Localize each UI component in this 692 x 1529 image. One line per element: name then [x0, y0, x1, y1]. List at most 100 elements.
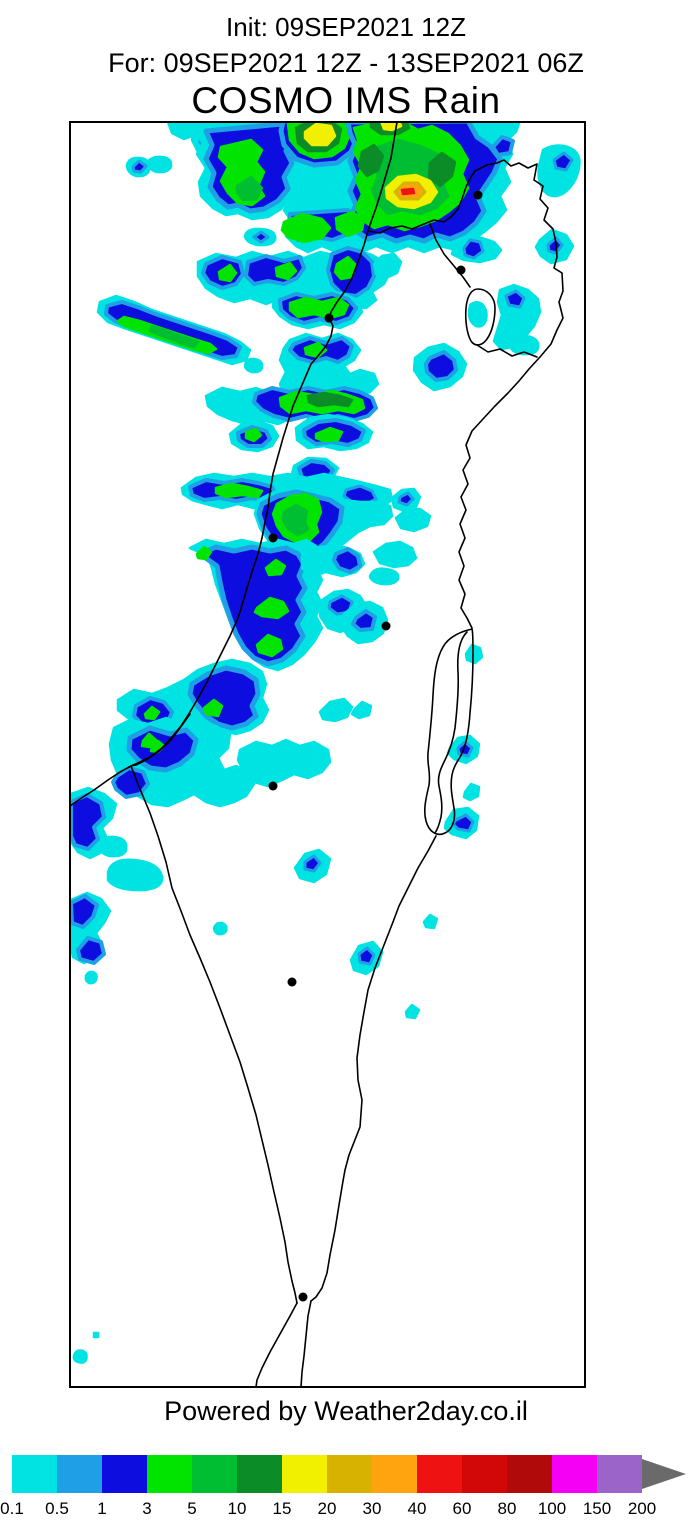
rain-level-0.1: [106, 858, 164, 892]
legend-box-100: [552, 1455, 597, 1493]
rain-level-3: [195, 545, 213, 561]
rain-level-0.1: [372, 540, 418, 569]
footer-credit: Powered by Weather2day.co.il: [164, 1396, 528, 1426]
sea-of-galilee: [464, 288, 496, 346]
boundaries: [71, 123, 564, 1386]
map-title: COSMO IMS Rain: [191, 80, 501, 121]
rain-level-1: [76, 936, 106, 965]
legend-label: 200: [627, 1499, 657, 1518]
legend-arrow-icon: [642, 1459, 686, 1489]
rain-level-15: [303, 123, 337, 147]
coastline: [71, 123, 398, 807]
rain-level-3: [140, 732, 158, 749]
dead-sea-outline: [423, 628, 474, 836]
legend-colorbar: [12, 1455, 642, 1493]
legend-label: 0.5: [45, 1499, 69, 1518]
rain-level-3: [143, 705, 161, 721]
rain-level-1: [71, 894, 99, 929]
rain-level-0.1: [212, 921, 228, 936]
rain-level-3: [253, 596, 290, 620]
upper-jordan-river: [429, 223, 471, 288]
rain-level-1: [552, 151, 574, 172]
rain-level-3: [217, 263, 238, 283]
legend-label: 60: [452, 1499, 472, 1518]
rain-level-3: [214, 482, 264, 499]
legend-label: 5: [187, 1499, 197, 1518]
legend-box-0.1: [12, 1455, 57, 1493]
rain-level-1: [197, 544, 308, 667]
legend-box-15: [282, 1455, 327, 1493]
valid-time-line: For: 09SEP2021 12Z - 13SEP2021 06Z: [108, 48, 584, 78]
legend: 0.1 0.5 1 3 5 10 15 20 30 40 60 80 100 150 200: [0, 1455, 692, 1525]
rain-level-0.1: [350, 700, 373, 720]
legend-label: 1: [97, 1499, 107, 1518]
legend-label: 40: [407, 1499, 427, 1518]
rain-level-1: [71, 793, 106, 851]
rain-level-0.1: [72, 1349, 88, 1364]
legend-label: 150: [582, 1499, 612, 1518]
city-dot: [381, 621, 391, 631]
yarmouk-border: [476, 344, 538, 358]
city-dots: [268, 190, 483, 1302]
rain-level-1: [424, 350, 458, 382]
rain-level-1: [462, 238, 485, 260]
rain-level-5: [235, 175, 264, 202]
rain-level-3: [264, 558, 287, 577]
rain-level-3: [334, 210, 366, 238]
rain-level-40: [400, 187, 416, 196]
legend-box-20: [327, 1455, 372, 1493]
city-dot: [287, 977, 297, 987]
city-dot: [324, 313, 334, 323]
legend-box-80: [507, 1455, 552, 1493]
rain-level-0.1: [145, 155, 173, 174]
legend-label: 80: [497, 1499, 517, 1518]
rain-level-1: [397, 491, 415, 507]
rain-level-0.1: [394, 507, 432, 533]
syria-jordan-border: [458, 159, 564, 629]
legend-label: 100: [537, 1499, 567, 1518]
rain-level-10: [427, 151, 457, 188]
rain-level-0.1: [368, 567, 400, 586]
rain-level-0.1: [422, 913, 439, 930]
legend-box-1: [102, 1455, 147, 1493]
city-dot: [268, 781, 278, 791]
city-dot: [268, 533, 278, 543]
rain-level-0.1: [462, 782, 481, 802]
legend-labels: 0.1 0.5 1 3 5 10 15 20 30 40 60 80 100 150 200: [0, 1499, 692, 1521]
rain-level-5: [148, 324, 200, 349]
rain-level-1: [491, 135, 515, 157]
rain-level-1: [351, 609, 377, 632]
rain-level-3: [244, 427, 263, 443]
rain-level-0.1: [372, 252, 403, 280]
city-dot: [473, 190, 483, 200]
rain-level-1: [252, 230, 270, 244]
rain-level-0.1: [492, 283, 542, 351]
rain-level-3: [274, 261, 298, 281]
gulf-aqaba-west: [255, 1302, 298, 1386]
legend-box-5: [192, 1455, 237, 1493]
rain-level-1: [111, 766, 150, 799]
rain-level-10: [306, 391, 354, 408]
rain-level-5: [281, 503, 310, 537]
rain-level-3: [314, 426, 344, 443]
rain-level-1: [131, 159, 148, 174]
egypt-border: [130, 765, 298, 1304]
rain-level-3: [202, 698, 224, 718]
rain-level-0.1: [84, 970, 98, 985]
rain-level-1: [332, 547, 362, 574]
rain-level-10: [357, 143, 385, 178]
legend-box-0.5: [57, 1455, 102, 1493]
legend-box-60: [462, 1455, 507, 1493]
legend-label: 3: [142, 1499, 152, 1518]
rain-contours: [71, 123, 581, 1364]
init-time-line: Init: 09SEP2021 12Z: [226, 12, 466, 42]
rain-level-3: [280, 212, 332, 244]
arava-border: [310, 835, 437, 1302]
rain-level-0.1: [464, 643, 484, 665]
rain-level-1: [303, 854, 322, 873]
city-dot: [456, 265, 466, 275]
rain-level-0.1: [467, 301, 488, 328]
legend-label: 30: [362, 1499, 382, 1518]
